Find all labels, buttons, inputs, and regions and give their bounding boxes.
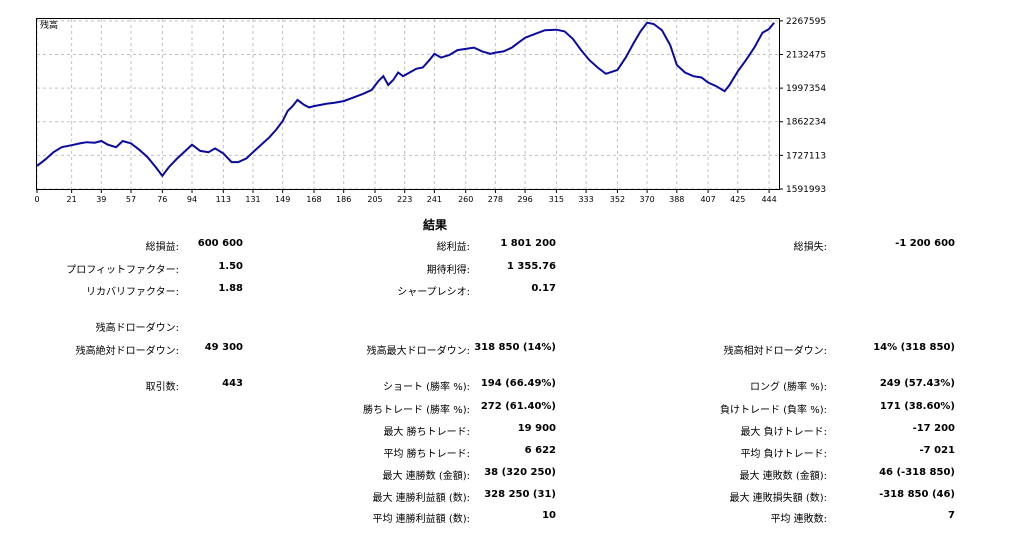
- balance-chart: 残高 2267595 2132475 1997354 1862234 1727113 15…: [34, 17, 826, 204]
- x-tick-label: 444: [761, 195, 776, 204]
- chart-grid: [36, 19, 779, 190]
- total-net-profit-value: 600 600: [197, 238, 243, 249]
- loss-trades-value: 171 (38.60%): [879, 401, 955, 412]
- x-tick-label: 131: [245, 195, 260, 204]
- x-tick-label: 260: [458, 195, 473, 204]
- average-consecutive-losses-value: 7: [948, 510, 955, 521]
- y-tick-label: 2267595: [786, 17, 826, 27]
- recovery-factor-label: リカバリファクター:: [86, 287, 179, 298]
- average-loss-trade-value: -7 021: [919, 445, 955, 456]
- max-consecutive-wins-value: 38 (320 250): [484, 467, 556, 478]
- x-tick-label: 425: [730, 195, 745, 204]
- short-trades-value: 194 (66.49%): [480, 378, 556, 389]
- x-tick-label: 113: [216, 195, 231, 204]
- x-tick-label: 186: [336, 195, 351, 204]
- gross-profit-label: 総利益:: [436, 242, 470, 253]
- gross-profit-value: 1 801 200: [500, 238, 556, 249]
- balance-line: [36, 21, 775, 178]
- y-tick-label: 1862234: [786, 118, 826, 128]
- x-tick-label: 0: [34, 195, 39, 204]
- x-tick-label: 278: [488, 195, 503, 204]
- x-tick-label: 76: [157, 195, 167, 204]
- expected-payoff-label: 期待利得:: [426, 265, 470, 276]
- profit-trades-label: 勝ちトレード (勝率 %):: [362, 405, 470, 416]
- x-tick-label: 296: [517, 195, 532, 204]
- max-consecutive-losses-value: 46 (-318 850): [879, 467, 955, 478]
- average-profit-trade-label: 平均 勝ちトレード:: [383, 449, 470, 460]
- x-tick-label: 315: [549, 195, 564, 204]
- x-tick-label: 352: [610, 195, 625, 204]
- x-tick-label: 205: [367, 195, 382, 204]
- y-tick-label: 1591993: [786, 185, 826, 195]
- largest-profit-trade-value: 19 900: [517, 423, 556, 434]
- chart-axes: 2267595 2132475 1997354 1862234 1727113 15919…: [34, 17, 826, 204]
- balance-max-drawdown-label: 残高最大ドローダウン:: [366, 346, 470, 357]
- results-title: 結果: [422, 218, 447, 232]
- max-consecutive-profit-value: 328 250 (31): [484, 489, 556, 500]
- max-consecutive-loss-value: -318 850 (46): [879, 489, 955, 500]
- profit-factor-label: プロフィットファクター:: [66, 265, 179, 276]
- balance-abs-drawdown-value: 49 300: [204, 342, 243, 353]
- chart-frame: [36, 18, 780, 190]
- profit-trades-value: 272 (61.40%): [480, 401, 556, 412]
- balance-max-drawdown-value: 318 850 (14%): [474, 342, 556, 353]
- max-consecutive-loss-label: 最大 連敗損失額 (数):: [729, 493, 827, 504]
- x-tick-label: 223: [397, 195, 412, 204]
- max-consecutive-wins-label: 最大 連勝数 (金額):: [382, 471, 470, 482]
- sharpe-ratio-label: シャープレシオ:: [397, 287, 470, 298]
- gross-loss-label: 総損失:: [793, 242, 827, 253]
- long-trades-value: 249 (57.43%): [879, 378, 955, 389]
- average-consecutive-wins-label: 平均 連勝利益額 (数):: [372, 514, 470, 525]
- balance-rel-drawdown-value: 14% (318 850): [873, 342, 955, 353]
- profit-factor-value: 1.50: [218, 261, 243, 272]
- average-loss-trade-label: 平均 負けトレード:: [740, 449, 827, 460]
- max-consecutive-losses-label: 最大 連敗数 (金額):: [739, 471, 827, 482]
- y-tick-label: 1997354: [786, 84, 826, 94]
- recovery-factor-value: 1.88: [218, 283, 243, 294]
- chart-title: 残高: [40, 19, 58, 31]
- x-tick-label: 149: [275, 195, 290, 204]
- x-tick-label: 57: [126, 195, 136, 204]
- total-net-profit-label: 総損益:: [145, 242, 179, 253]
- largest-profit-trade-label: 最大 勝ちトレード:: [383, 427, 470, 438]
- short-trades-label: ショート (勝率 %):: [382, 382, 470, 393]
- expected-payoff-value: 1 355.76: [506, 261, 556, 272]
- x-tick-label: 407: [700, 195, 715, 204]
- y-tick-label: 1727113: [786, 151, 826, 161]
- sharpe-ratio-value: 0.17: [531, 283, 556, 294]
- x-tick-label: 21: [67, 195, 77, 204]
- long-trades-label: ロング (勝率 %):: [749, 382, 827, 393]
- x-tick-label: 333: [578, 195, 593, 204]
- average-consecutive-wins-value: 10: [542, 510, 556, 521]
- total-trades-value: 443: [222, 378, 243, 389]
- average-profit-trade-value: 6 622: [524, 445, 556, 456]
- balance-rel-drawdown-label: 残高相対ドローダウン:: [723, 346, 827, 357]
- average-consecutive-losses-label: 平均 連敗数:: [770, 514, 827, 525]
- x-tick-label: 39: [96, 195, 106, 204]
- largest-loss-trade-value: -17 200: [912, 423, 955, 434]
- largest-loss-trade-label: 最大 負けトレード:: [740, 427, 827, 438]
- y-tick-label: 2132475: [786, 50, 826, 60]
- x-tick-label: 388: [669, 195, 684, 204]
- balance-drawdown-label: 残高ドローダウン:: [95, 323, 179, 334]
- loss-trades-label: 負けトレード (負率 %):: [719, 405, 827, 416]
- x-tick-label: 94: [187, 195, 197, 204]
- x-tick-label: 241: [427, 195, 442, 204]
- x-tick-label: 168: [306, 195, 321, 204]
- gross-loss-value: -1 200 600: [895, 238, 955, 249]
- x-tick-label: 370: [639, 195, 654, 204]
- max-consecutive-profit-label: 最大 連勝利益額 (数):: [372, 493, 470, 504]
- total-trades-label: 取引数:: [145, 382, 179, 393]
- balance-abs-drawdown-label: 残高絶対ドローダウン:: [75, 346, 179, 357]
